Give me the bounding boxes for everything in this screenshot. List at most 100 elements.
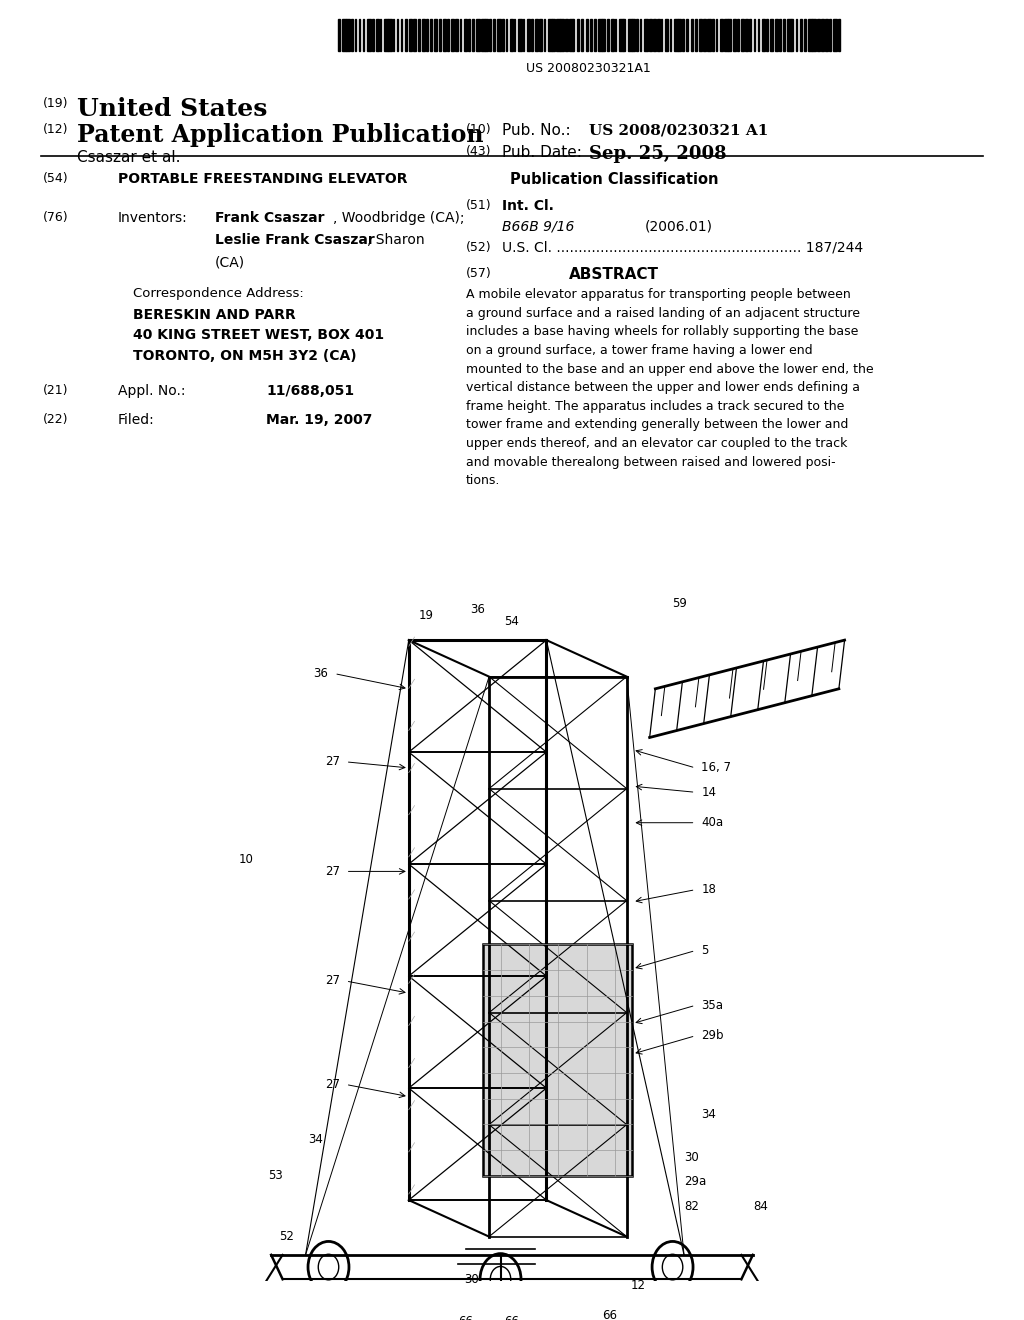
Text: ABSTRACT: ABSTRACT [569, 267, 659, 281]
Text: Pub. No.:: Pub. No.: [502, 123, 570, 139]
Bar [506, 20, 507, 51]
Bar [350, 20, 353, 51]
Bar [582, 20, 583, 51]
Bar [662, 20, 663, 51]
Bar [396, 20, 398, 51]
Bar [716, 20, 717, 51]
Bar [372, 20, 375, 51]
Text: 10: 10 [239, 853, 254, 866]
Bar [724, 20, 728, 51]
Text: 16, 7: 16, 7 [701, 762, 731, 775]
Bar [498, 20, 501, 51]
Bar [434, 20, 436, 51]
Text: and movable therealong between raised and lowered posi-: and movable therealong between raised an… [466, 455, 836, 469]
Text: US 2008/0230321 A1: US 2008/0230321 A1 [589, 123, 768, 137]
Text: TORONTO, ON M5H 3Y2 (CA): TORONTO, ON M5H 3Y2 (CA) [133, 348, 356, 363]
Bar [380, 20, 381, 51]
Text: (52): (52) [466, 242, 492, 253]
Bar [690, 20, 692, 51]
Bar [460, 20, 461, 51]
Bar [636, 20, 638, 51]
Text: (76): (76) [43, 211, 69, 224]
Text: 12: 12 [631, 1279, 646, 1292]
Bar [514, 20, 515, 51]
Text: Frank Csaszar: Frank Csaszar [215, 211, 325, 226]
Text: 66: 66 [505, 1315, 519, 1320]
Text: frame height. The apparatus includes a track secured to the: frame height. The apparatus includes a t… [466, 400, 845, 413]
Bar [392, 20, 394, 51]
Bar [480, 20, 484, 51]
Bar [364, 20, 365, 51]
Bar [762, 20, 765, 51]
Bar [754, 20, 755, 51]
Text: U.S. Cl. ........................................................ 187/244: U.S. Cl. ...............................… [502, 242, 863, 255]
Text: , Woodbridge (CA);: , Woodbridge (CA); [333, 211, 464, 226]
Text: 19: 19 [419, 610, 433, 622]
Text: 35a: 35a [701, 999, 723, 1012]
Text: Mar. 19, 2007: Mar. 19, 2007 [266, 413, 373, 426]
Text: 40 KING STREET WEST, BOX 401: 40 KING STREET WEST, BOX 401 [133, 329, 384, 342]
Bar [766, 20, 768, 51]
Text: 14: 14 [701, 785, 716, 799]
Bar [338, 20, 340, 51]
Bar [502, 20, 504, 51]
Text: Publication Classification: Publication Classification [510, 172, 719, 186]
Bar [628, 20, 632, 51]
Text: 34: 34 [308, 1133, 323, 1146]
Bar [644, 20, 648, 51]
Bar [699, 20, 702, 51]
Bar [745, 20, 748, 51]
Text: 40a: 40a [701, 816, 723, 829]
Text: , Sharon: , Sharon [367, 234, 424, 247]
Bar [560, 20, 564, 51]
Text: Pub. Date:: Pub. Date: [502, 145, 582, 160]
Text: Appl. No.:: Appl. No.: [118, 384, 185, 399]
Text: mounted to the base and an upper end above the lower end, the: mounted to the base and an upper end abo… [466, 363, 873, 376]
Text: Filed:: Filed: [118, 413, 155, 426]
Text: 27: 27 [325, 755, 340, 768]
Text: (43): (43) [466, 145, 492, 158]
Bar [485, 20, 488, 51]
Bar [569, 20, 572, 51]
Bar [615, 20, 616, 51]
Bar [783, 20, 785, 51]
Bar [456, 20, 459, 51]
Bar [770, 20, 773, 51]
Text: 36: 36 [313, 667, 329, 680]
Text: Sep. 25, 2008: Sep. 25, 2008 [589, 145, 726, 162]
Text: 27: 27 [325, 865, 340, 878]
Bar [800, 20, 802, 51]
Bar [527, 20, 530, 51]
Text: (51): (51) [466, 198, 492, 211]
Bar [368, 20, 371, 51]
Bar [518, 20, 522, 51]
Text: 5: 5 [701, 944, 709, 957]
Text: 18: 18 [701, 883, 716, 896]
Bar [682, 20, 684, 51]
Text: vertical distance between the upper and lower ends defining a: vertical distance between the upper and … [466, 381, 860, 395]
Bar [686, 20, 688, 51]
Bar [556, 20, 560, 51]
Bar [590, 20, 592, 51]
Text: 29b: 29b [701, 1030, 724, 1043]
Bar [464, 20, 467, 51]
Bar [829, 20, 830, 51]
Text: upper ends thereof, and an elevator car coupled to the track: upper ends thereof, and an elevator car … [466, 437, 847, 450]
Bar [598, 20, 602, 51]
Bar [808, 20, 812, 51]
Bar [578, 20, 579, 51]
Bar [489, 20, 492, 51]
Bar [483, 944, 633, 1176]
Bar [792, 20, 794, 51]
Text: 66: 66 [602, 1309, 617, 1320]
Bar [548, 20, 552, 51]
Bar [648, 20, 652, 51]
Bar [468, 20, 470, 51]
Text: 27: 27 [325, 1078, 340, 1090]
Text: Inventors:: Inventors: [118, 211, 187, 226]
Bar [838, 20, 841, 51]
Bar [472, 20, 473, 51]
Text: (22): (22) [43, 413, 69, 425]
Bar [787, 20, 791, 51]
Bar [611, 20, 613, 51]
